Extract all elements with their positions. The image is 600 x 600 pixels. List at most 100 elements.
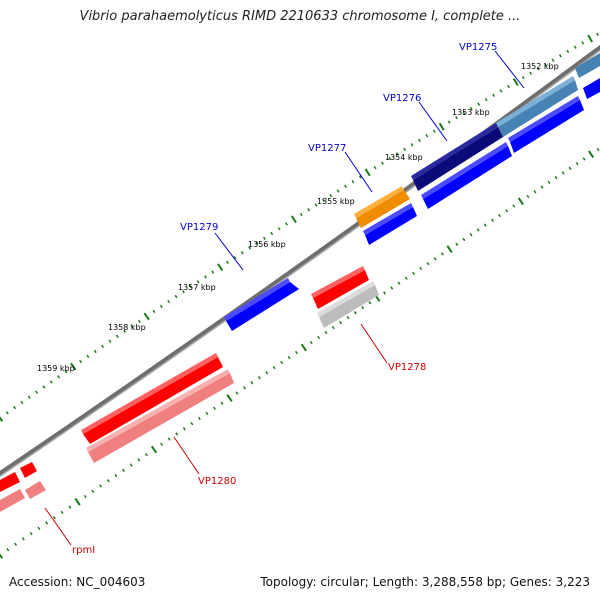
gene-arrow-vp1275[interactable]: [498, 80, 578, 137]
minor-tick: [106, 479, 110, 483]
major-tick: [587, 34, 593, 43]
minor-tick: [339, 320, 343, 325]
minor-tick: [167, 437, 171, 441]
major-tick: [300, 343, 307, 352]
minor-tick: [521, 75, 525, 80]
scale-label-1356: 1356 kbp: [248, 240, 286, 249]
minor-tick: [130, 324, 134, 328]
minor-tick: [529, 71, 533, 75]
gene-arrow-vp1276[interactable]: [413, 127, 503, 191]
genome-summary-text: Topology: circular; Length: 3,288,558 bp…: [260, 575, 590, 589]
minor-tick: [484, 98, 488, 102]
minor-tick: [122, 468, 126, 472]
gene-label-vp1278[interactable]: VP1278: [388, 362, 426, 373]
minor-tick: [211, 270, 215, 274]
minor-tick: [324, 330, 328, 335]
minor-tick: [388, 156, 392, 161]
gene-label-vp1275[interactable]: VP1275: [459, 42, 497, 53]
major-tick: [290, 215, 297, 224]
scale-label-1357: 1357 kbp: [178, 283, 216, 292]
minor-tick: [554, 175, 558, 180]
minor-tick: [403, 147, 407, 152]
major-tick: [512, 78, 519, 86]
minor-tick: [462, 237, 466, 242]
minor-tick: [248, 246, 252, 250]
gene-label-vp1276[interactable]: VP1276: [383, 93, 421, 104]
minor-tick: [582, 157, 586, 161]
minor-tick: [373, 166, 377, 170]
scale-label-1358: 1358 kbp: [108, 323, 146, 332]
minor-tick: [242, 386, 246, 390]
gene-arrow-rpmi[interactable]: [20, 462, 37, 478]
minor-tick: [129, 463, 133, 467]
minor-tick: [476, 228, 480, 232]
minor-tick: [295, 350, 298, 355]
minor-tick: [536, 67, 540, 71]
minor-tick: [390, 286, 394, 290]
minor-tick: [167, 299, 171, 304]
minor-tick: [45, 521, 49, 525]
minor-tick: [307, 208, 311, 212]
minor-tick: [257, 376, 261, 380]
major-tick: [438, 122, 445, 131]
minor-tick: [383, 291, 386, 295]
minor-tick: [499, 89, 503, 93]
major-tick: [0, 416, 4, 422]
forward-gene-features: [0, 53, 600, 492]
minor-tick: [358, 175, 362, 179]
minor-tick: [137, 458, 141, 462]
gene-arrow-vp1279[interactable]: [226, 282, 299, 331]
minor-tick: [404, 276, 408, 280]
minor-tick: [68, 505, 72, 509]
gene-arrow-vp1277[interactable]: [356, 190, 410, 228]
gene-label-vp1280[interactable]: VP1280: [198, 476, 236, 487]
minor-tick: [114, 473, 118, 478]
minor-tick: [462, 111, 466, 115]
minor-tick: [270, 231, 274, 236]
minor-tick: [498, 213, 502, 218]
gene-label-vp1277[interactable]: VP1277: [308, 143, 346, 154]
minor-tick: [29, 531, 33, 536]
minor-tick: [558, 54, 562, 58]
minor-tick: [233, 255, 237, 260]
gene-arrow-left[interactable]: [0, 472, 20, 492]
minor-tick: [575, 161, 579, 166]
minor-tick: [220, 401, 224, 405]
minor-tick: [566, 49, 570, 54]
minor-tick: [226, 260, 229, 265]
gene-label-rpmi[interactable]: rpmI: [72, 545, 95, 556]
minor-tick: [190, 421, 194, 426]
minor-tick: [6, 547, 10, 552]
minor-tick: [397, 281, 401, 285]
minor-tick: [321, 198, 325, 203]
minor-tick: [544, 62, 547, 67]
minor-tick: [152, 309, 156, 314]
minor-tick: [314, 203, 318, 207]
minor-tick: [447, 120, 451, 124]
minor-tick: [240, 251, 244, 255]
minor-tick: [581, 41, 585, 45]
scale-label-1353: 1353 kbp: [452, 108, 490, 117]
minor-tick: [13, 405, 17, 410]
minor-tick: [425, 134, 429, 138]
gene-arrow-vp1280[interactable]: [83, 357, 223, 444]
scale-labels: 1352 kbp 1353 kbp 1354 kbp 1355 kbp 1356…: [37, 62, 559, 373]
minor-tick: [395, 152, 399, 156]
minor-tick: [182, 427, 186, 431]
minor-tick: [204, 275, 207, 279]
minor-tick: [212, 406, 216, 410]
gene-label-vp1279[interactable]: VP1279: [180, 222, 218, 233]
minor-tick: [277, 227, 281, 231]
major-tick: [217, 263, 224, 272]
gene-arrow-vp1275-b[interactable]: [575, 53, 600, 78]
outer-tick-track: [0, 32, 599, 422]
minor-tick: [205, 411, 209, 416]
minor-tick: [123, 329, 127, 333]
minor-tick: [52, 515, 56, 520]
minor-tick: [329, 193, 333, 198]
minor-tick: [196, 280, 200, 284]
minor-tick: [344, 184, 347, 188]
minor-tick: [490, 218, 494, 222]
minor-tick: [60, 510, 64, 515]
minor-tick: [412, 271, 415, 276]
